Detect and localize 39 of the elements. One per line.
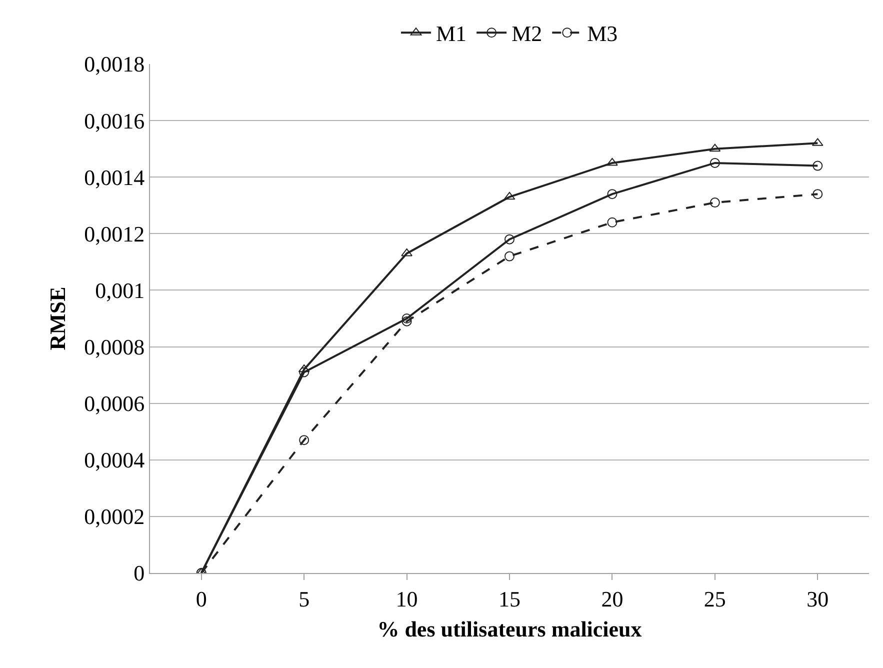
point: [607, 217, 618, 228]
x-tick-label: 5: [298, 586, 310, 612]
x-tick-label: 25: [704, 586, 726, 612]
point: [709, 144, 721, 152]
point: [402, 316, 412, 326]
y-axis-title: RMSE: [44, 286, 70, 350]
point: [402, 314, 412, 324]
y-tick-label: 0,0002: [84, 504, 145, 530]
legend-label: M1: [436, 21, 467, 46]
x-tick-label: 0: [196, 586, 207, 612]
x-tick-label: 15: [498, 586, 520, 612]
y-tick-label: 0,0016: [84, 108, 145, 134]
point: [812, 160, 823, 171]
point: [299, 435, 310, 446]
y-tick-label: 0,0012: [84, 221, 145, 246]
y-tick-label: 0,0018: [84, 52, 145, 77]
point: [606, 158, 618, 166]
y-tick-label: 0,0008: [84, 334, 145, 360]
legend-label: M2: [512, 21, 542, 46]
y-tick-label: 0,001: [95, 278, 145, 303]
point: [812, 189, 823, 200]
point: [710, 158, 720, 168]
point: [299, 367, 310, 378]
legend-label: M3: [587, 21, 618, 46]
point: [607, 189, 618, 200]
x-tick-label: 10: [396, 586, 418, 612]
y-tick-label: 0,0004: [84, 448, 145, 473]
point: [504, 234, 514, 244]
y-tick-label: 0,0014: [84, 164, 145, 190]
point: [401, 248, 412, 256]
y-tick-label: 0,0006: [84, 391, 145, 416]
point: [504, 251, 514, 262]
point: [710, 198, 720, 208]
x-tick-label: 20: [601, 586, 624, 612]
x-tick-label: 30: [806, 586, 829, 612]
x-axis-title: % des utilisateurs malicieux: [377, 616, 642, 642]
y-tick-label: 0: [134, 560, 145, 586]
point: [504, 192, 516, 200]
point: [298, 364, 310, 372]
